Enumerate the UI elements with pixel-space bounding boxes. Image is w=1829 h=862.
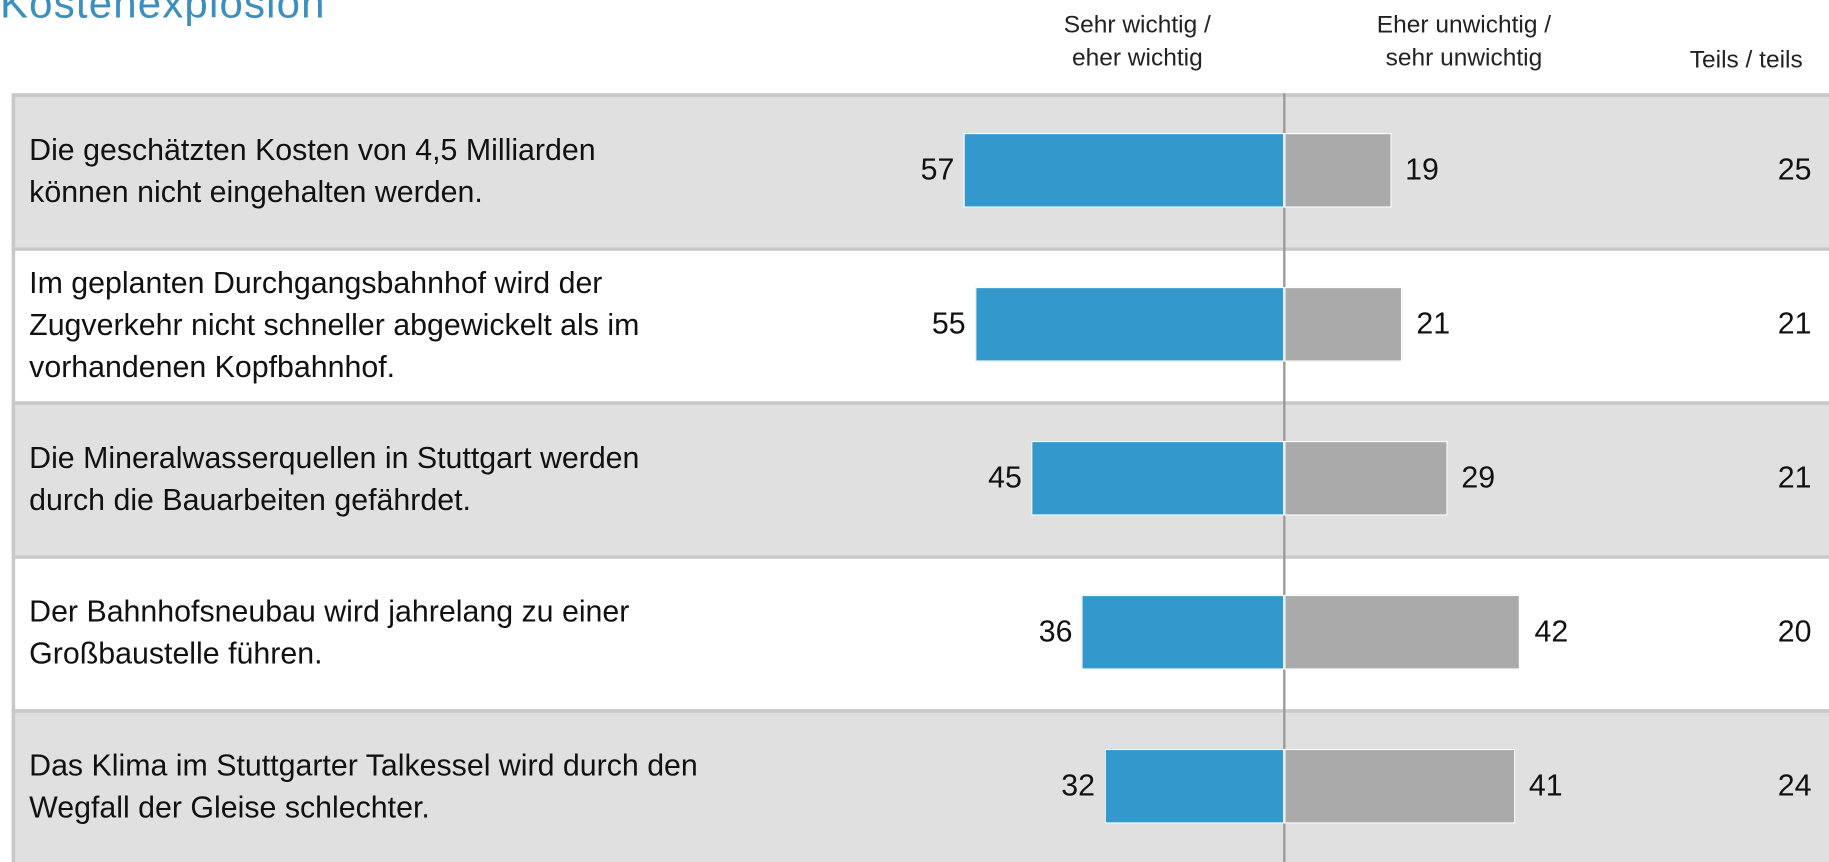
bar — [1031, 440, 1285, 516]
category-label: Das Klima im Stuttgarter Talkessel wird … — [29, 747, 698, 825]
bar — [975, 286, 1285, 362]
category-label: Die Mineralwasserquellen in Stuttgart we… — [29, 439, 640, 517]
value-label: 42 — [1534, 613, 1569, 649]
value-label: 55 — [931, 305, 966, 341]
value-label: 24 — [1777, 767, 1812, 803]
legend-label: Eher unwichtig / sehr unwichtig — [1376, 11, 1552, 72]
value-label: 32 — [1061, 767, 1095, 803]
table-row — [11, 401, 1829, 557]
bar — [1284, 440, 1448, 516]
category-label: Der Bahnhofsneubau wird jahrelang zu ein… — [29, 593, 630, 671]
bar — [1284, 594, 1521, 670]
table-row — [11, 709, 1829, 862]
table-row — [11, 247, 1829, 403]
value-label: 20 — [1777, 613, 1812, 649]
value-label: 41 — [1528, 767, 1563, 803]
bar — [963, 132, 1285, 208]
value-label: 21 — [1416, 305, 1451, 341]
value-label: 45 — [988, 459, 1022, 495]
legend-label: Teils / teils — [1689, 46, 1803, 74]
category-label: Die geschätzten Kosten von 4,5 Milliarde… — [29, 131, 596, 209]
value-label: 19 — [1405, 151, 1439, 187]
bar — [1081, 594, 1285, 670]
value-label: 57 — [920, 151, 955, 187]
bar — [1104, 748, 1285, 824]
value-label: 21 — [1777, 305, 1812, 341]
bar — [1284, 132, 1392, 208]
chart-title: Kostenexplosion — [0, 0, 326, 27]
bar — [1284, 286, 1403, 362]
bar — [1284, 748, 1515, 824]
center-axis — [1283, 93, 1286, 862]
value-label: 29 — [1461, 459, 1496, 495]
table-row — [11, 93, 1829, 249]
category-label: Im geplanten Durchgangsbahnhof wird der … — [29, 264, 640, 384]
value-label: 25 — [1777, 151, 1812, 187]
table-row — [11, 555, 1829, 711]
value-label: 21 — [1777, 459, 1812, 495]
value-label: 36 — [1038, 613, 1073, 649]
legend-label: Sehr wichtig / eher wichtig — [1063, 11, 1211, 72]
